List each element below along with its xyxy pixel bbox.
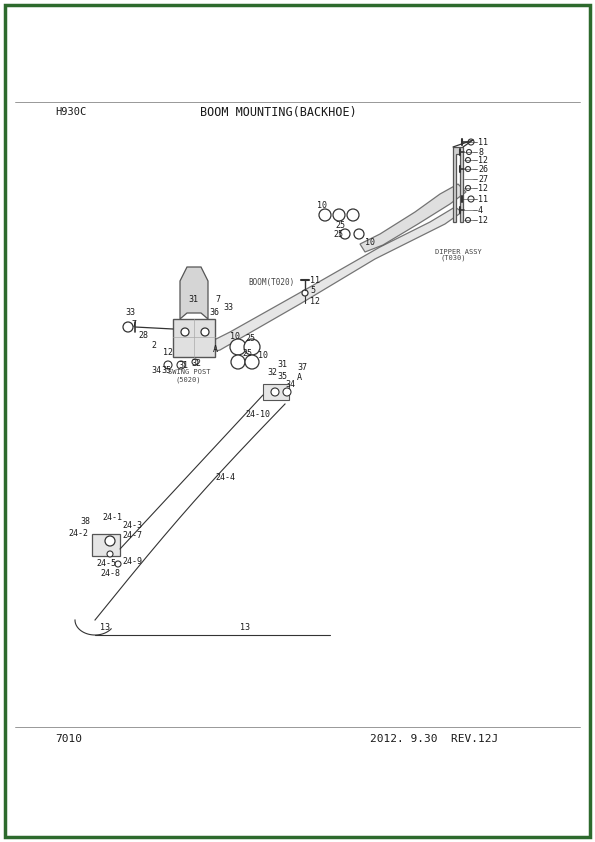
Text: 31: 31 [277,360,287,369]
Text: 11: 11 [478,195,488,204]
Circle shape [465,185,471,190]
Text: A: A [297,372,302,381]
Text: 27: 27 [478,174,488,184]
Circle shape [354,229,364,239]
Text: 11: 11 [310,275,320,285]
Text: 2: 2 [151,340,156,349]
Text: 36: 36 [209,307,219,317]
Circle shape [201,328,209,336]
Text: 7: 7 [215,295,220,303]
Circle shape [465,167,471,172]
Text: BOOM MOUNTING(BACKHOE): BOOM MOUNTING(BACKHOE) [200,105,357,119]
Text: 35: 35 [161,365,171,375]
Text: 24-10: 24-10 [245,409,270,418]
Text: 12: 12 [478,156,488,164]
Circle shape [468,139,474,145]
Polygon shape [453,147,463,222]
Circle shape [123,322,133,332]
Text: 5: 5 [310,285,315,295]
Text: 25: 25 [335,221,345,230]
Text: 35: 35 [277,371,287,381]
Circle shape [231,355,245,369]
Circle shape [245,355,259,369]
Text: 12: 12 [478,216,488,225]
Text: 24-1: 24-1 [102,514,122,523]
Text: 7010: 7010 [55,734,82,744]
FancyBboxPatch shape [173,319,215,357]
Text: 34: 34 [151,365,161,375]
Text: 7: 7 [131,319,136,328]
Text: 32: 32 [267,367,277,376]
Text: (T030): (T030) [440,255,465,261]
Circle shape [465,157,471,163]
Text: 37: 37 [297,363,307,371]
Text: 24-5: 24-5 [96,559,116,568]
Circle shape [340,229,350,239]
Text: 10: 10 [230,332,240,340]
Text: 24-2: 24-2 [68,530,88,539]
Text: 33: 33 [125,307,135,317]
Text: 25: 25 [242,349,252,358]
Text: 24-7: 24-7 [122,531,142,541]
Circle shape [181,328,189,336]
Text: 28: 28 [138,331,148,339]
Text: 25: 25 [333,230,343,238]
Circle shape [244,339,260,355]
Text: 10: 10 [258,350,268,360]
Text: 12: 12 [310,296,320,306]
Text: (5020): (5020) [175,376,201,383]
Text: 8: 8 [478,147,483,157]
Polygon shape [180,267,208,319]
Text: 12: 12 [478,184,488,193]
Text: 32: 32 [191,359,201,367]
Text: 24-8: 24-8 [100,569,120,578]
Circle shape [468,196,474,202]
Polygon shape [360,184,466,252]
Circle shape [466,150,471,154]
Text: 24-9: 24-9 [122,557,142,567]
Text: 26: 26 [478,164,488,173]
Circle shape [115,561,121,567]
Text: H930C: H930C [55,107,86,117]
Circle shape [347,209,359,221]
Text: 25: 25 [245,333,255,343]
Circle shape [465,217,471,222]
Text: 12: 12 [163,348,173,356]
Circle shape [319,209,331,221]
Circle shape [283,388,291,396]
Text: 13: 13 [100,623,110,632]
Text: 10: 10 [317,200,327,210]
FancyBboxPatch shape [92,534,120,556]
Circle shape [107,551,113,557]
Circle shape [177,361,185,369]
Text: 13: 13 [240,622,250,632]
Text: 11: 11 [478,137,488,147]
Circle shape [105,536,115,546]
Text: 10: 10 [365,237,375,247]
Text: 38: 38 [80,518,90,526]
Text: A: A [213,344,218,354]
Circle shape [333,209,345,221]
Text: DIPPER ASSY: DIPPER ASSY [435,249,482,255]
Text: BOOM(T020): BOOM(T020) [248,278,295,286]
Text: 24-4: 24-4 [215,472,235,482]
Circle shape [230,339,246,355]
Circle shape [164,361,172,369]
Text: 31: 31 [178,360,188,370]
Text: 2012. 9.30  REV.12J: 2012. 9.30 REV.12J [370,734,498,744]
Text: 34: 34 [285,380,295,388]
Circle shape [302,290,308,296]
Circle shape [271,388,279,396]
Text: 31: 31 [188,295,198,303]
Polygon shape [205,207,462,354]
FancyBboxPatch shape [263,384,289,400]
Text: 24-3: 24-3 [122,521,142,530]
Text: SWING POST: SWING POST [168,369,211,375]
Circle shape [192,359,198,365]
Text: 4: 4 [478,205,483,215]
Text: 33: 33 [223,302,233,312]
